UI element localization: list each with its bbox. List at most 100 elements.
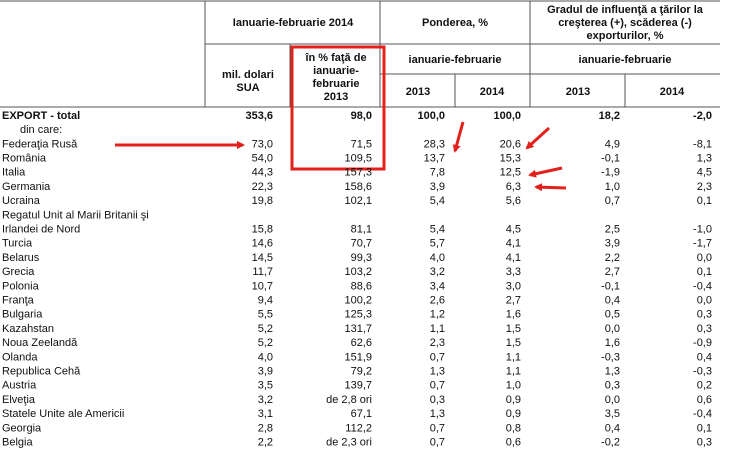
cell-value: 100,0	[417, 110, 445, 122]
cell-value: 0,4	[605, 422, 620, 434]
row-label: Belarus	[2, 252, 40, 264]
row-label: Statele Unite ale Americii	[2, 408, 124, 420]
cell-value: 98,0	[351, 110, 372, 122]
cell-value: 6,3	[506, 181, 521, 193]
cell-value: 20,6	[500, 138, 521, 150]
row-label: Ucraina	[2, 195, 41, 207]
cell-value: 62,6	[351, 337, 372, 349]
row-label: Noua Zeelandă	[2, 337, 78, 349]
cell-value: 2,2	[605, 252, 620, 264]
cell-value: 0,3	[697, 323, 712, 335]
cell-value: 1,5	[506, 323, 521, 335]
cell-value: 5,4	[430, 195, 445, 207]
cell-value: 0,6	[697, 394, 712, 406]
row-label: Bulgaria	[2, 309, 43, 321]
cell-value: 11,7	[252, 266, 273, 278]
table-rules	[0, 0, 720, 108]
cell-value: 2,3	[697, 181, 712, 193]
row-label: Franţa	[2, 295, 35, 307]
cell-value: 3,9	[258, 366, 273, 378]
cell-value: 5,2	[258, 337, 273, 349]
cell-value: 88,6	[351, 280, 372, 292]
cell-value: 5,2	[258, 323, 273, 335]
cell-value: 3,2	[430, 266, 445, 278]
row-label: Turcia	[2, 238, 33, 250]
header-influence: Gradul de influenţă a ţărilor la	[547, 4, 704, 16]
cell-value: -0,3	[601, 351, 620, 363]
cell-value: 44,3	[252, 167, 273, 179]
cell-value: -1,0	[693, 224, 712, 236]
row-label: Austria	[2, 380, 37, 392]
header-influence: exporturilor, %	[586, 30, 663, 42]
cell-value: 0,1	[697, 422, 712, 434]
cell-value: 0,0	[697, 295, 712, 307]
cell-value: 0,1	[697, 195, 712, 207]
cell-value: 158,6	[344, 181, 372, 193]
cell-value: 353,6	[245, 110, 273, 122]
row-label: Georgia	[2, 422, 42, 434]
row-label: Irlandei de Nord	[2, 224, 80, 236]
cell-value: 4,1	[506, 252, 521, 264]
cell-value: 0,7	[430, 422, 445, 434]
cell-value: 67,1	[351, 408, 372, 420]
header-period: Ianuarie-februarie 2014	[233, 17, 354, 29]
row-label: România	[2, 153, 47, 165]
cell-value: -0,4	[693, 408, 712, 420]
cell-value: 3,9	[605, 238, 620, 250]
cell-value: 1,3	[697, 153, 712, 165]
row-label: Grecia	[2, 266, 35, 278]
cell-value: -0,1	[601, 280, 620, 292]
cell-value: 0,3	[697, 309, 712, 321]
header-year: 2013	[406, 86, 430, 98]
arrow	[452, 121, 465, 153]
header-percent: februarie	[312, 78, 359, 90]
cell-value: 0,7	[430, 380, 445, 392]
cell-value: 22,3	[252, 181, 273, 193]
highlight-box	[290, 45, 386, 171]
cell-value: 1,3	[605, 366, 620, 378]
header-percent: în % faţă de	[304, 52, 366, 64]
cell-value: de 2,8 ori	[326, 394, 372, 406]
cell-value: 0,4	[605, 295, 620, 307]
row-label: Regatul Unit al Marii Britanii şi	[2, 209, 149, 221]
cell-value: 112,2	[345, 422, 372, 434]
cell-value: 103,2	[344, 266, 372, 278]
row-label: EXPORT - total	[2, 110, 80, 122]
cell-value: 0,4	[697, 351, 712, 363]
cell-value: 151,9	[344, 351, 372, 363]
cell-value: 2,3	[430, 337, 445, 349]
cell-value: 2,6	[430, 295, 445, 307]
cell-value: 0,3	[697, 437, 712, 449]
cell-value: -0,9	[693, 337, 712, 349]
cell-value: 14,6	[252, 238, 273, 250]
row-label: Elveţia	[2, 394, 36, 406]
cell-value: 2,5	[605, 224, 620, 236]
cell-value: -1,9	[601, 167, 620, 179]
header-share-period: ianuarie-februarie	[409, 54, 502, 66]
cell-value: 1,2	[430, 309, 445, 321]
header-percent: 2013	[324, 91, 348, 103]
header-year: 2014	[660, 86, 685, 98]
cell-value: de 2,3 ori	[326, 437, 372, 449]
cell-value: 0,3	[430, 394, 445, 406]
header-year: 2013	[566, 86, 590, 98]
cell-value: 100,0	[493, 110, 521, 122]
cell-value: 4,1	[506, 238, 521, 250]
cell-value: 1,3	[430, 408, 445, 420]
cell-value: 4,0	[430, 252, 445, 264]
cell-value: 4,5	[697, 167, 712, 179]
cell-value: 1,0	[605, 181, 620, 193]
cell-value: 15,3	[500, 153, 521, 165]
cell-value: 0,6	[506, 437, 521, 449]
header-usd: SUA	[236, 82, 259, 94]
cell-value: 15,8	[252, 224, 273, 236]
arrow	[525, 126, 551, 150]
row-label: din care:	[20, 124, 62, 136]
cell-value: 0,3	[605, 380, 620, 392]
header-percent: ianuarie-	[313, 65, 359, 77]
cell-value: 0,1	[697, 266, 712, 278]
cell-value: 131,7	[344, 323, 372, 335]
cell-value: -1,7	[693, 238, 712, 250]
arrow	[528, 166, 563, 178]
